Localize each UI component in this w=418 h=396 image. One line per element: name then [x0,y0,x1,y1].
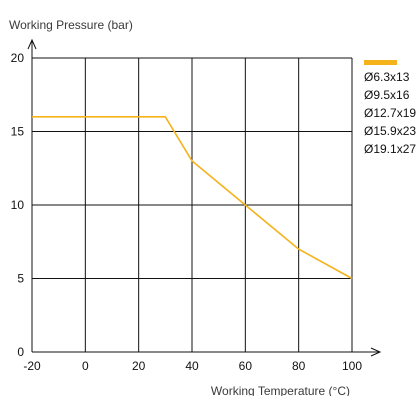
y-axis-arrow [27,38,37,50]
legend-item: Ø15.9x23 [364,124,416,138]
series-lines [32,116,353,280]
series-line-0 [32,116,353,280]
legend-item: Ø19.1x27 [364,142,416,156]
legend-item: Ø9.5x16 [364,88,410,102]
x-tick-label: 40 [185,359,199,373]
x-tick-label: 100 [342,359,362,373]
x-axis-title: Working Temperature (°C) [211,384,350,396]
x-axis-arrow [370,347,382,357]
legend-swatch [364,60,397,65]
legend-item: Ø12.7x19 [364,106,416,120]
x-tick-label: -20 [23,359,41,373]
y-tick-label: 20 [11,51,25,65]
x-tick-label: 60 [239,359,253,373]
y-tick-label: 10 [11,198,25,212]
x-tick-label: 80 [292,359,306,373]
y-tick-label: 5 [17,272,24,286]
y-tick-label: 0 [17,345,24,359]
x-tick-label: 20 [132,359,146,373]
axes [27,38,382,357]
grid [32,57,353,352]
y-axis-title: Working Pressure (bar) [9,18,133,32]
y-tick-label: 15 [11,125,25,139]
legend-item: Ø6.3x13 [364,70,410,84]
legend: Ø6.3x13 Ø9.5x16 Ø12.7x19 Ø15.9x23 Ø19.1x27 [364,60,416,156]
x-tick-label: 0 [82,359,89,373]
